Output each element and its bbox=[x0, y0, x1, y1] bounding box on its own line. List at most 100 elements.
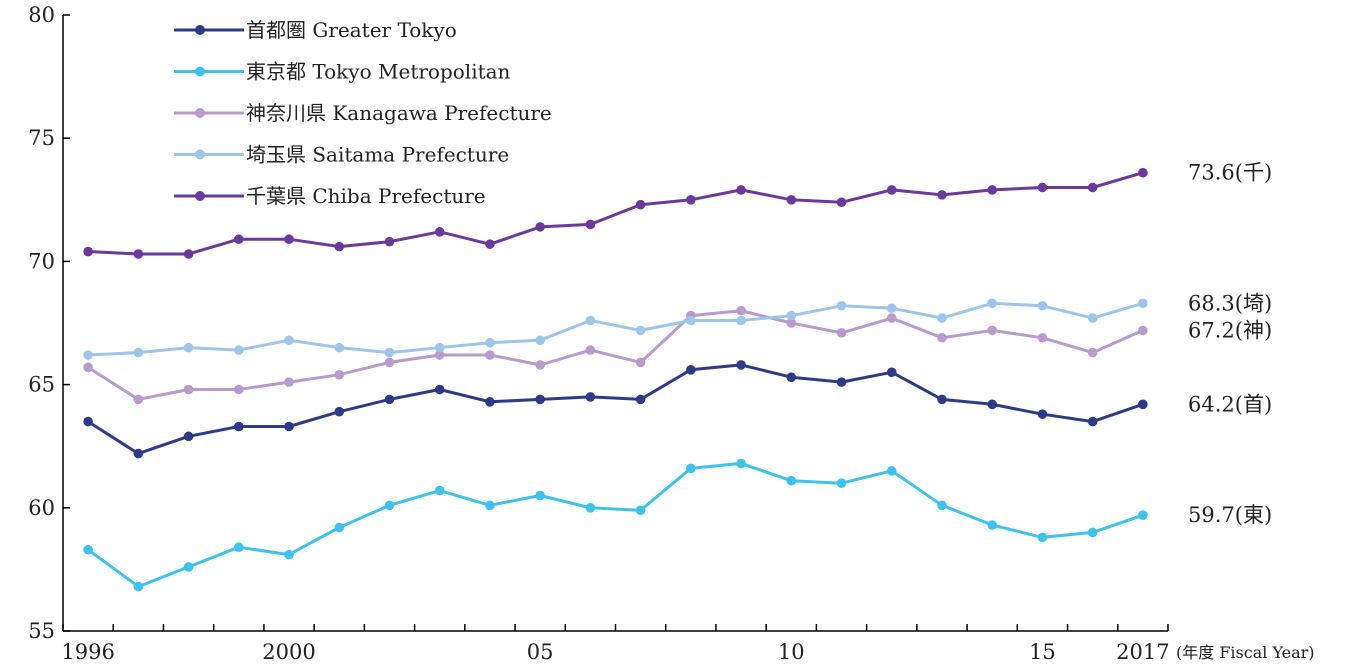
data-point bbox=[1138, 298, 1148, 309]
data-point bbox=[1138, 510, 1148, 520]
data-point bbox=[987, 520, 998, 530]
data-point bbox=[886, 303, 897, 314]
data-point bbox=[836, 377, 847, 387]
data-point bbox=[786, 318, 797, 328]
legend-item-4: 千葉県 Chiba Prefecture bbox=[174, 184, 486, 208]
data-point bbox=[334, 342, 345, 353]
data-point bbox=[1087, 182, 1098, 193]
data-point bbox=[1087, 416, 1098, 427]
y-tick-label: 80 bbox=[28, 3, 55, 27]
y-tick-label: 65 bbox=[28, 373, 55, 397]
data-point bbox=[886, 367, 897, 378]
data-point bbox=[1037, 300, 1048, 311]
data-point bbox=[736, 185, 746, 195]
data-point bbox=[485, 337, 495, 348]
axes: 55 60 65 70 75 80 1996 2000 05 10 15 2017 (年度 Fiscal… bbox=[28, 3, 1314, 664]
data-point bbox=[1087, 313, 1098, 323]
legend-label: 千葉県 Chiba Prefecture bbox=[246, 184, 486, 208]
data-point bbox=[434, 384, 445, 395]
y-tick-label: 70 bbox=[28, 249, 55, 273]
series-4 bbox=[83, 167, 1148, 259]
data-point bbox=[736, 458, 746, 469]
data-point bbox=[384, 357, 395, 368]
data-point bbox=[485, 350, 495, 360]
data-point bbox=[736, 315, 746, 326]
data-point bbox=[284, 549, 294, 560]
series-end-label: 68.3(埼) bbox=[1188, 291, 1272, 315]
legend-marker bbox=[195, 25, 205, 35]
data-point bbox=[83, 246, 93, 257]
data-point bbox=[886, 313, 897, 323]
legend-marker bbox=[195, 191, 205, 201]
data-point bbox=[736, 360, 746, 370]
data-point bbox=[987, 399, 998, 410]
data-point bbox=[1037, 532, 1048, 543]
data-point bbox=[485, 239, 495, 249]
data-point bbox=[183, 342, 194, 353]
data-point bbox=[535, 360, 545, 370]
data-point bbox=[1037, 182, 1048, 193]
data-point bbox=[836, 300, 847, 311]
data-point bbox=[786, 372, 797, 383]
data-point bbox=[836, 197, 847, 208]
legend-label: 首都圏 Greater Tokyo bbox=[246, 18, 457, 42]
data-point bbox=[635, 505, 646, 516]
x-axis-unit-label: (年度 Fiscal Year) bbox=[1176, 643, 1315, 662]
data-point bbox=[1087, 347, 1098, 358]
legend-label: 神奈川県 Kanagawa Prefecture bbox=[246, 101, 552, 125]
y-tick-label: 55 bbox=[28, 619, 55, 643]
x-tick-label: 05 bbox=[527, 640, 554, 664]
data-point bbox=[1138, 167, 1148, 178]
data-point bbox=[635, 199, 646, 210]
data-point bbox=[384, 394, 395, 405]
data-point bbox=[686, 365, 696, 375]
series-line bbox=[88, 301, 1144, 357]
series-end-label: 64.2(首) bbox=[1188, 392, 1272, 416]
data-point bbox=[83, 350, 93, 360]
data-point bbox=[886, 466, 897, 476]
data-point bbox=[434, 350, 445, 360]
series-end-label: 59.7(東) bbox=[1188, 503, 1272, 527]
legend-marker bbox=[195, 149, 205, 160]
data-point bbox=[686, 315, 696, 326]
y-tick-label: 75 bbox=[28, 126, 55, 150]
data-point bbox=[635, 394, 646, 405]
data-point bbox=[836, 328, 847, 338]
data-point bbox=[384, 347, 395, 358]
data-point bbox=[786, 195, 797, 205]
data-point bbox=[233, 421, 244, 432]
data-point bbox=[434, 227, 445, 237]
data-point bbox=[183, 431, 194, 442]
series-2 bbox=[83, 305, 1148, 405]
data-point bbox=[334, 241, 345, 252]
series-line bbox=[88, 171, 1144, 256]
data-point bbox=[635, 357, 646, 368]
data-point bbox=[334, 369, 345, 380]
series-line bbox=[87, 363, 1144, 456]
data-point bbox=[937, 500, 947, 511]
data-point bbox=[284, 335, 294, 346]
data-point bbox=[434, 342, 445, 353]
data-point bbox=[233, 542, 244, 553]
legend-marker bbox=[195, 66, 205, 77]
data-point bbox=[1138, 325, 1148, 336]
data-point bbox=[384, 500, 395, 511]
data-point bbox=[736, 305, 746, 316]
data-point bbox=[1037, 409, 1048, 419]
data-point bbox=[585, 315, 596, 326]
data-point bbox=[535, 222, 545, 232]
data-point bbox=[284, 377, 294, 387]
data-point bbox=[1138, 399, 1148, 410]
data-point bbox=[485, 397, 495, 407]
x-tick-label: 1996 bbox=[61, 640, 114, 664]
data-point bbox=[83, 416, 93, 427]
data-point bbox=[384, 236, 395, 247]
data-point bbox=[183, 384, 194, 395]
data-point bbox=[937, 394, 947, 405]
data-point bbox=[937, 190, 947, 200]
x-tick-label: 2000 bbox=[262, 640, 315, 664]
end-labels: 64.2(首) 59.7(東) 67.2(神) 68.3(埼) 73.6(千) bbox=[1188, 161, 1272, 527]
data-point bbox=[133, 581, 144, 592]
series-layer bbox=[83, 167, 1148, 592]
